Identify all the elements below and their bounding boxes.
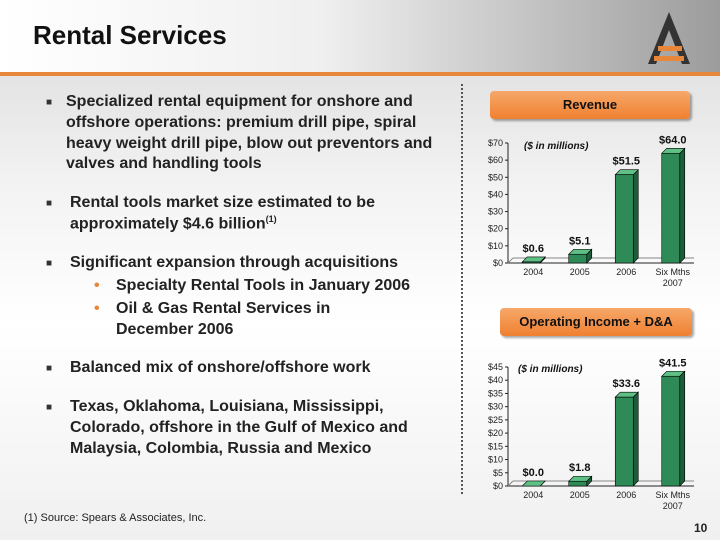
bullet-text: Rental tools market size estimated to be… xyxy=(70,194,375,233)
y-tick-label: $20 xyxy=(488,224,503,234)
bullet-text: Balanced mix of onshore/offshore work xyxy=(70,359,371,377)
x-tick-label: 2005 xyxy=(570,267,590,277)
bar-side xyxy=(679,147,686,264)
bullet-item: ■ Texas, Oklahoma, Louisiana, Mississipp… xyxy=(46,397,456,459)
floor-edge-line xyxy=(507,480,514,487)
y-tick-label: $10 xyxy=(488,455,503,465)
x-tick-label: Six Mths xyxy=(655,267,690,277)
bullet-item: ■ Balanced mix of onshore/offshore work xyxy=(46,358,456,379)
x-tick-label: 2007 xyxy=(663,501,683,511)
x-tick-label: 2004 xyxy=(523,490,543,500)
y-tick-label: $25 xyxy=(488,415,503,425)
bullet-item: ■ Significant expansion through acquisit… xyxy=(46,253,456,274)
y-tick-label: $35 xyxy=(488,388,503,398)
bar-value-label: $1.8 xyxy=(569,462,590,474)
bar-value-label: $41.5 xyxy=(659,357,687,369)
x-tick-label: 2006 xyxy=(616,267,636,277)
square-bullet-icon: ■ xyxy=(46,258,53,270)
bar-value-label: $51.5 xyxy=(612,156,640,168)
bullet-list: ■ Specialized rental equipment for onsho… xyxy=(46,92,456,459)
bar-value-label: $33.6 xyxy=(612,378,640,390)
bar-value-label: $0.6 xyxy=(523,243,544,255)
page-number: 10 xyxy=(694,521,708,535)
chart-subtitle: ($ in millions) xyxy=(518,364,583,375)
bar xyxy=(614,174,634,264)
y-tick-label: $45 xyxy=(488,362,503,372)
floor-edge-line xyxy=(507,257,514,264)
bar-value-label: $64.0 xyxy=(659,134,687,146)
y-tick-label: $15 xyxy=(488,441,503,451)
y-tick-label: $70 xyxy=(488,138,503,148)
y-tick-label: $0 xyxy=(493,481,503,491)
chart-subtitle: ($ in millions) xyxy=(524,141,589,152)
title-rule xyxy=(0,72,720,76)
revenue-chart: $0 $10 $20 $30 $40 $50 $60 $70 ($ in millions) $0… xyxy=(488,134,694,288)
bar-side xyxy=(679,370,686,487)
bar-side xyxy=(632,391,639,487)
y-tick-label: $60 xyxy=(488,155,503,165)
square-bullet-icon: ■ xyxy=(46,363,53,375)
bullet-item: ■ Specialized rental equipment for onsho… xyxy=(46,92,456,175)
footnote-ref: (1) xyxy=(265,213,277,224)
sub-bullet-item: • Specialty Rental Tools in January 2006 xyxy=(94,276,456,297)
title-bar xyxy=(0,0,720,74)
y-tick-label: $20 xyxy=(488,428,503,438)
y-tick-label: $50 xyxy=(488,172,503,182)
x-tick-label: 2004 xyxy=(523,267,543,277)
x-tick-label: 2007 xyxy=(663,278,683,288)
operating-income-chart: $0 $5 $10 $15 $20 $25 $30 $35 $40 $45 ($ in millio… xyxy=(488,357,694,511)
x-tick-label: 2005 xyxy=(570,490,590,500)
page-title: Rental Services xyxy=(33,20,227,50)
y-tick-label: $30 xyxy=(488,207,503,217)
bar xyxy=(614,396,634,487)
company-logo-icon xyxy=(648,12,690,64)
source-footnote: (1) Source: Spears & Associates, Inc. xyxy=(24,512,207,524)
sub-bullet-text: Oil & Gas Rental Services in December 20… xyxy=(116,299,331,338)
sub-bullet-item: • Oil & Gas Rental Services in December … xyxy=(94,299,394,341)
column-divider xyxy=(461,84,463,494)
bar-top xyxy=(521,480,546,487)
bar xyxy=(521,261,541,264)
square-bullet-icon: ■ xyxy=(46,198,53,210)
y-tick-label: $40 xyxy=(488,375,503,385)
bar xyxy=(661,375,681,487)
y-tick-label: $10 xyxy=(488,241,503,251)
bullet-text: Specialized rental equipment for onshore… xyxy=(66,93,433,173)
sub-bullet-text: Specialty Rental Tools in January 2006 xyxy=(116,276,411,294)
bullet-item: ■ Rental tools market size estimated to … xyxy=(46,193,456,235)
square-bullet-icon: ■ xyxy=(46,97,53,108)
bar xyxy=(568,253,588,264)
bar xyxy=(568,480,588,487)
y-tick-label: $40 xyxy=(488,189,503,199)
revenue-chart-title: Revenue xyxy=(490,91,690,119)
x-tick-label: Six Mths xyxy=(655,490,690,500)
bar-value-label: $0.0 xyxy=(523,467,544,479)
bar-value-label: $5.1 xyxy=(569,235,590,247)
bullet-text: Texas, Oklahoma, Louisiana, Mississippi,… xyxy=(70,398,408,457)
dot-bullet-icon: • xyxy=(94,276,100,294)
y-tick-label: $0 xyxy=(493,258,503,268)
operating-income-chart-title: Operating Income + D&A xyxy=(500,308,692,336)
bullet-text: Significant expansion through acquisitio… xyxy=(70,254,399,272)
y-tick-label: $30 xyxy=(488,402,503,412)
square-bullet-icon: ■ xyxy=(46,402,53,414)
y-tick-label: $5 xyxy=(493,468,503,478)
bar-side xyxy=(632,168,639,264)
x-tick-label: 2006 xyxy=(616,490,636,500)
dot-bullet-icon: • xyxy=(94,299,100,317)
bar xyxy=(661,152,681,264)
